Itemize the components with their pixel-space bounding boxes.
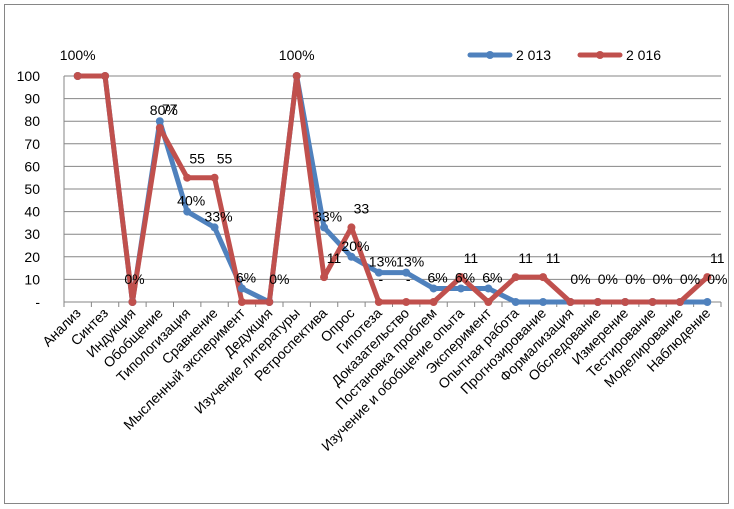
series-0-data-label: 0%	[269, 271, 289, 287]
y-tick-label: 90	[24, 91, 40, 107]
series-0-data-label: 0%	[652, 271, 672, 287]
series-0-data-label: 0%	[707, 271, 727, 287]
series-1-point	[675, 298, 684, 306]
series-1-data-label: 77	[162, 101, 178, 117]
series-0-point	[155, 117, 164, 126]
series-0-data-label: 0%	[680, 271, 700, 287]
series-1-data-label: -	[488, 271, 493, 287]
series-0-point	[347, 252, 356, 261]
series-1-data-label: 11	[546, 250, 561, 266]
series-1-data-label: -	[406, 271, 411, 287]
series-0-data-label: 6%	[482, 269, 502, 285]
series-1-point	[484, 298, 493, 306]
series-1-data-label: 11	[327, 250, 342, 266]
series-1-data-label: 55	[189, 151, 205, 167]
data-labels: 80%40%33%6% 0%33%20%13% 13%6% 6% 6% 0% 0% 0% 0% 0…	[60, 47, 728, 287]
series-0-point	[402, 268, 411, 277]
series-1-point	[374, 298, 383, 306]
y-axis-ticks: - 10 20 30 40 50 60 70 80 90 100	[17, 68, 41, 310]
series-0-point	[703, 298, 712, 306]
legend-marker-1	[596, 51, 604, 59]
series-0-point	[539, 298, 548, 306]
y-tick-label: 70	[24, 136, 40, 152]
series-1-point	[648, 298, 657, 306]
series-1-point	[210, 173, 219, 182]
series-1-point	[703, 273, 712, 282]
y-tick-label: 20	[24, 249, 40, 265]
series-1-point	[429, 298, 438, 306]
y-tick-label: 80	[24, 113, 40, 129]
series-1-data-label: 11	[710, 250, 725, 266]
series-line-1	[75, 73, 710, 305]
series-0-point	[484, 284, 493, 293]
series-0-point	[374, 268, 383, 277]
series-0-point	[210, 223, 219, 232]
series-0-data-label: 13%	[396, 254, 424, 270]
series-0-data-label: 6%	[427, 269, 447, 285]
series-1-point	[511, 273, 520, 282]
series-0-data-label: 80%	[150, 102, 178, 118]
series-0-data-label: 0%	[570, 271, 590, 287]
series-1-point	[155, 123, 164, 132]
series-1-point	[101, 72, 110, 80]
series-1-point	[539, 273, 548, 282]
series-1-data-label: 11	[518, 250, 533, 266]
y-tick-label: 10	[24, 271, 40, 287]
series-1-point	[292, 72, 301, 80]
legend: 2 013 2 016	[467, 47, 661, 63]
series-0-point	[511, 298, 520, 306]
gridlines	[64, 75, 721, 280]
series-1-point	[73, 72, 82, 80]
series-1-data-label: 55	[217, 151, 233, 167]
series-1-point	[456, 273, 465, 282]
series-1-data-label: 33	[354, 200, 370, 216]
series-1-point	[621, 298, 630, 306]
x-axis-ticks: АнализСинтезИндукцияОбобщениеТипологизац…	[39, 304, 714, 453]
y-tick-label: 40	[24, 204, 40, 220]
series-0-data-label: 0%	[625, 271, 645, 287]
series-lines	[75, 73, 710, 305]
series-1-data-label: 100%	[279, 47, 315, 63]
y-tick-label: 100	[17, 68, 41, 84]
series-1-data-label: -	[378, 271, 383, 287]
series-0-point	[429, 284, 438, 293]
legend-label-1: 2 016	[626, 47, 661, 63]
series-1-data-label: 11	[464, 250, 479, 266]
series-0-point	[237, 284, 246, 293]
series-0-data-label: 6%	[236, 269, 256, 285]
series-0-data-label: 33%	[314, 208, 342, 224]
y-tick-label: 50	[24, 181, 40, 197]
series-1-point	[593, 298, 602, 306]
legend-label-0: 2 013	[516, 47, 551, 63]
series-0-data-label: 13%	[369, 254, 397, 270]
series-1-point	[347, 223, 356, 232]
series-0-point	[320, 223, 329, 232]
series-1-data-label: 100%	[60, 47, 96, 63]
series-1-data-label: 0%	[124, 271, 144, 287]
series-0-data-label: 20%	[341, 238, 369, 254]
series-1-point	[237, 298, 246, 306]
series-1-data-label: -	[242, 271, 247, 287]
series-0-point	[456, 284, 465, 293]
series-1-point	[265, 298, 274, 306]
series-0-data-label: 40%	[177, 193, 205, 209]
series-0-data-label: 33%	[205, 208, 233, 224]
series-0-point	[183, 207, 192, 216]
series-1-data-label: -	[433, 271, 438, 287]
series-0-data-label: 6%	[455, 269, 475, 285]
y-tick-label: 60	[24, 158, 40, 174]
y-tick-label: -	[35, 294, 40, 310]
series-markers	[73, 72, 712, 306]
legend-marker-0	[486, 51, 494, 59]
series-0-data-label: 0%	[598, 271, 618, 287]
series-1-point	[320, 273, 329, 282]
y-tick-label: 30	[24, 226, 40, 242]
series-1-point	[128, 298, 137, 306]
series-1-point	[566, 298, 575, 306]
series-1-point	[402, 298, 411, 306]
series-1-point	[183, 173, 192, 182]
